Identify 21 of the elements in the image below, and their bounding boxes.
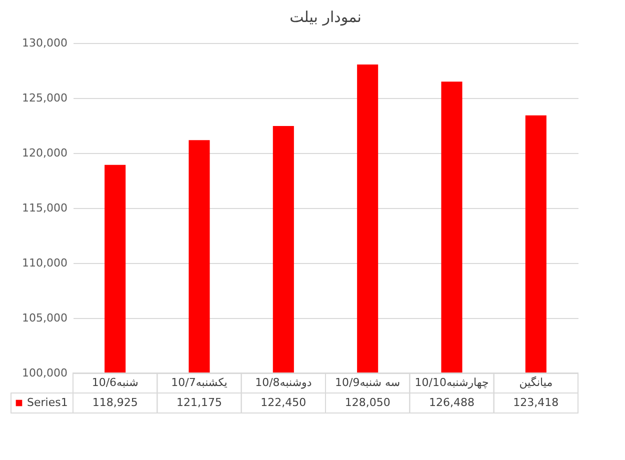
y-tick-label: 110,000 [22, 256, 68, 270]
x-tick-label: سه شنبه10/9 [335, 376, 400, 389]
data-label: 123,418 [513, 396, 559, 409]
x-tick-label: چهارشنبه10/10 [414, 376, 489, 389]
x-tick-label: یکشنبه10/7 [171, 376, 228, 389]
data-label: 122,450 [260, 396, 306, 409]
y-tick-label: 105,000 [22, 312, 68, 324]
x-tick-label: میانگین [519, 376, 553, 389]
data-label: 126,488 [429, 396, 474, 409]
y-tick-label: 125,000 [22, 92, 68, 104]
data-label: 121,175 [176, 396, 222, 409]
data-label: 118,925 [92, 396, 138, 409]
chart-title: نمودار بیلت [290, 8, 362, 26]
y-tick-label: 130,000 [22, 36, 68, 50]
x-tick-label: شنبه10/6 [92, 376, 138, 389]
data-label: 128,050 [344, 396, 390, 409]
legend-label: Series1 [27, 396, 68, 409]
y-tick-label: 120,000 [22, 146, 68, 160]
y-tick-label: 100,000 [22, 366, 68, 380]
y-tick-label: 115,000 [22, 202, 68, 214]
x-tick-label: دوشنبه10/8 [255, 376, 312, 389]
